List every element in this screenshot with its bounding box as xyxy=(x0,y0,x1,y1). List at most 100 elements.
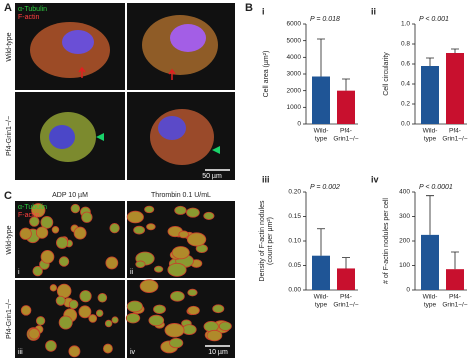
cell xyxy=(40,249,55,264)
arrowhead xyxy=(212,146,220,154)
cell xyxy=(32,265,43,277)
error-bar xyxy=(451,48,459,53)
y-tick-label: 100 xyxy=(399,262,410,269)
panel-a: A α-Tubulin F-actin Wild-type Pf4-Grin1−… xyxy=(4,2,235,180)
cell xyxy=(35,226,49,239)
p-value: P < 0.001 xyxy=(419,16,449,23)
y-tick-label: 0.2 xyxy=(401,101,410,108)
y-tick-label: 6000 xyxy=(287,21,302,28)
p-value: P < 0.0001 xyxy=(419,184,453,191)
cell xyxy=(212,304,225,314)
y-tick-label: 0.0 xyxy=(401,121,410,128)
cell xyxy=(20,305,32,316)
cell xyxy=(174,205,187,215)
x-tick-label: Pf4- xyxy=(449,128,461,135)
cell xyxy=(187,288,198,297)
cell xyxy=(203,211,215,220)
cell xyxy=(19,227,32,240)
x-tick-label: Pf4- xyxy=(340,128,352,135)
cell xyxy=(55,236,69,249)
y-tick-label: 0.8 xyxy=(401,41,410,48)
cell xyxy=(97,292,108,303)
x-tick-label: Pf4- xyxy=(449,294,461,301)
p-value: P = 0.002 xyxy=(310,184,340,191)
x-tick-label: type xyxy=(424,302,437,309)
panel-label: A xyxy=(4,2,12,14)
legend-actin: F-actin xyxy=(18,212,40,219)
legend-tubulin: α-Tubulin xyxy=(18,204,47,211)
cell xyxy=(45,340,57,352)
cell xyxy=(55,295,66,306)
y-tick-label: 0 xyxy=(406,287,410,294)
nucleus xyxy=(62,30,94,54)
cell xyxy=(126,300,143,313)
cell xyxy=(146,223,156,231)
y-tick-label: 0.4 xyxy=(401,81,410,88)
cell xyxy=(125,312,141,324)
column-label: Thrombin 0.1 U/mL xyxy=(151,192,211,199)
x-tick-label: type xyxy=(315,302,328,309)
cell xyxy=(70,203,81,214)
chart-label: iv xyxy=(371,174,379,184)
y-axis-label: Cell area (µm²) xyxy=(263,51,270,98)
x-tick-label: Wild- xyxy=(423,294,438,301)
y-axis-label: Density of F-actin nodules xyxy=(259,200,266,281)
cell xyxy=(111,316,119,324)
cell xyxy=(144,205,155,214)
chart-label: iii xyxy=(262,174,270,184)
cell xyxy=(206,329,223,342)
row-label: Wild-type xyxy=(6,225,13,254)
cell xyxy=(148,314,165,327)
cell xyxy=(68,299,79,310)
cell xyxy=(218,321,232,331)
cell xyxy=(186,232,207,247)
scale-label: 50 µm xyxy=(202,173,222,180)
cell xyxy=(133,225,146,235)
error-bar xyxy=(451,251,459,270)
cell xyxy=(51,226,60,234)
arrow xyxy=(168,68,176,80)
cell xyxy=(178,230,189,239)
x-tick-label: Grin1−/− xyxy=(442,136,467,143)
y-tick-label: 1.0 xyxy=(401,21,410,28)
error-bar xyxy=(317,38,325,77)
y-tick-label: 0.20 xyxy=(288,189,301,196)
x-tick-label: Pf4- xyxy=(340,294,352,301)
bar xyxy=(421,234,439,290)
legend-tubulin: α-Tubulin xyxy=(18,6,47,13)
x-tick-label: Grin1−/− xyxy=(333,302,358,309)
cell xyxy=(28,328,40,340)
cell xyxy=(150,109,214,165)
row-label: Wild-type xyxy=(6,32,13,61)
y-tick-label: 1000 xyxy=(287,104,302,111)
cell xyxy=(167,262,187,277)
cell xyxy=(139,279,159,293)
row-label: Pf4-Grin1−/− xyxy=(6,116,13,156)
panel-label: B xyxy=(245,2,253,14)
cell xyxy=(169,337,184,349)
arrowhead xyxy=(96,133,104,141)
cell xyxy=(29,216,40,227)
y-tick-label: 0.6 xyxy=(401,61,410,68)
panel-label: C xyxy=(4,190,12,202)
bar xyxy=(312,255,330,290)
panel-c: C ADP 10 µM Thrombin 0.1 U/mL α-Tubulin … xyxy=(4,190,235,358)
bar xyxy=(446,53,464,124)
y-tick-label: 300 xyxy=(399,213,410,220)
arrow xyxy=(78,66,86,78)
error-bar xyxy=(342,78,350,91)
cells xyxy=(19,203,232,358)
x-tick-label: Wild- xyxy=(314,294,329,301)
x-tick-label: type xyxy=(315,136,328,143)
column-label: ADP 10 µM xyxy=(52,192,88,199)
cell xyxy=(58,315,73,330)
cell xyxy=(186,207,200,218)
cell xyxy=(153,265,164,273)
error-bar xyxy=(317,228,325,256)
y-tick-label: 0 xyxy=(297,121,301,128)
image-label: iii xyxy=(18,349,23,356)
scale-label: 10 µm xyxy=(208,349,228,356)
row-label: Pf4-Grin1−/− xyxy=(6,299,13,339)
cell xyxy=(171,246,190,260)
